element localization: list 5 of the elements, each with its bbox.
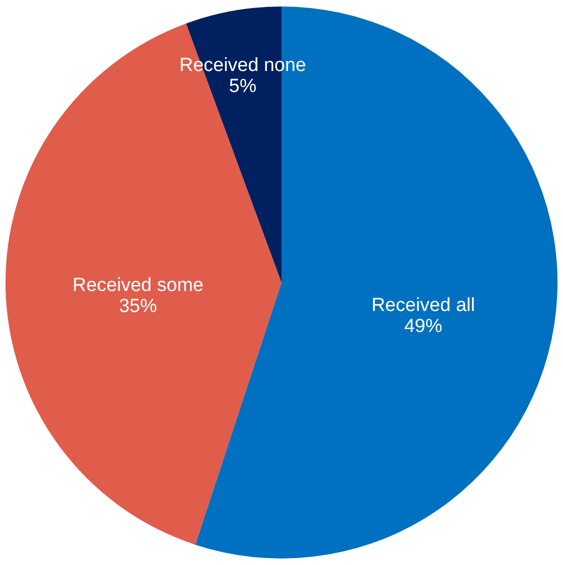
slice-label: Received all <box>371 295 475 316</box>
data-label: 5% <box>229 76 257 98</box>
slice-label: Received some <box>72 275 204 296</box>
data-label: 49% <box>404 316 442 338</box>
data-label: 35% <box>118 296 158 318</box>
